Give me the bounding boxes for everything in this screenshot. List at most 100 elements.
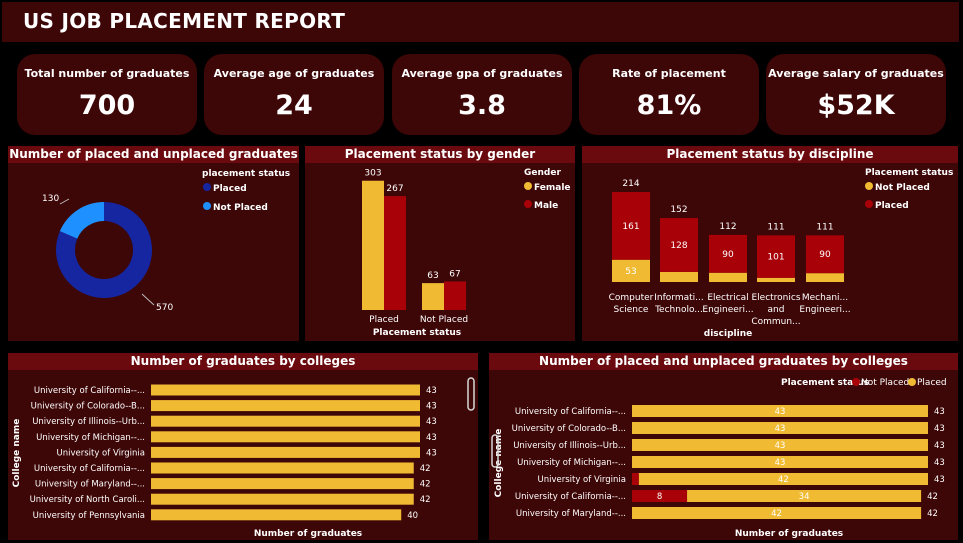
bar-segment[interactable] bbox=[632, 422, 928, 434]
kpi-card-average-salary[interactable]: Average salary of graduates $52K bbox=[766, 54, 946, 135]
bar-segment[interactable] bbox=[806, 273, 844, 282]
data-label: 130 bbox=[42, 194, 59, 204]
data-label: 43 bbox=[426, 402, 437, 412]
legend-title: Placement status bbox=[781, 378, 869, 388]
category-label: University of Michigan--... bbox=[517, 458, 626, 468]
bar-segment[interactable] bbox=[632, 439, 928, 451]
legend-marker bbox=[908, 378, 916, 386]
data-label: 43 bbox=[775, 458, 786, 468]
total-label: 42 bbox=[927, 509, 938, 519]
data-label: 42 bbox=[420, 495, 431, 505]
tick-label: Mechani... bbox=[802, 293, 848, 303]
bar-segment[interactable] bbox=[632, 456, 928, 468]
colleges-chart-panel[interactable]: Number of graduates by colleges Universi… bbox=[8, 353, 478, 540]
data-label: 67 bbox=[449, 269, 460, 279]
legend-label[interactable]: Not Placed bbox=[213, 203, 268, 213]
donut-slice[interactable] bbox=[59, 202, 104, 239]
donut-chart[interactable]: 570 130 placement status Placed Not Placed bbox=[8, 146, 299, 341]
discipline-stacked-bar-chart[interactable]: 53 161 214 Computer Science 128 152 Informati..… bbox=[582, 146, 958, 341]
bar-segment[interactable] bbox=[687, 490, 922, 502]
data-label: 42 bbox=[778, 475, 789, 485]
bar[interactable] bbox=[444, 281, 466, 310]
bar[interactable] bbox=[384, 196, 406, 310]
category-label: University of Maryland--... bbox=[35, 480, 145, 490]
legend-label[interactable]: Placed bbox=[875, 201, 909, 211]
bar-segment[interactable] bbox=[660, 271, 698, 282]
leader-line bbox=[59, 198, 70, 205]
bar[interactable] bbox=[151, 400, 420, 412]
bar-segment[interactable] bbox=[709, 234, 747, 273]
bar-segment[interactable] bbox=[757, 277, 795, 282]
category-label: University of California--... bbox=[34, 386, 145, 396]
bar[interactable] bbox=[151, 509, 402, 521]
donut-chart-panel[interactable]: Number of placed and unplaced graduates … bbox=[8, 146, 299, 341]
bar-segment[interactable] bbox=[632, 473, 639, 485]
tick-label: Engineeri... bbox=[799, 305, 850, 315]
bar[interactable] bbox=[151, 446, 420, 458]
bar[interactable] bbox=[362, 180, 384, 310]
bar[interactable] bbox=[151, 493, 414, 505]
bar[interactable] bbox=[151, 431, 420, 443]
kpi-value: 700 bbox=[78, 90, 136, 121]
bar[interactable] bbox=[151, 462, 414, 474]
data-label: 90 bbox=[722, 250, 734, 260]
data-label: 42 bbox=[420, 464, 431, 474]
gender-bar-chart[interactable]: 303 267 Placed 63 67 Not Placed Placement stat… bbox=[305, 146, 575, 341]
bar-segment[interactable] bbox=[612, 259, 650, 282]
bar[interactable] bbox=[151, 415, 420, 427]
bar-segment[interactable] bbox=[660, 218, 698, 272]
category-label: University of California--... bbox=[515, 492, 626, 502]
kpi-card-placement-rate[interactable]: Rate of placement 81% bbox=[579, 54, 759, 135]
bar-segment[interactable] bbox=[632, 405, 928, 417]
tick-label: Computer bbox=[609, 293, 654, 303]
bar-segment[interactable] bbox=[806, 235, 844, 274]
colleges-placement-chart-panel[interactable]: Number of placed and unplaced graduates … bbox=[489, 353, 958, 540]
kpi-card-average-age[interactable]: Average age of graduates 24 bbox=[204, 54, 384, 135]
bar-segment[interactable] bbox=[632, 490, 688, 502]
legend-label[interactable]: Placed bbox=[917, 378, 947, 388]
gender-chart-panel[interactable]: Placement status by gender 303 267 Placed 6… bbox=[305, 146, 575, 341]
report-header: US JOB PLACEMENT REPORT bbox=[2, 2, 959, 42]
category-label: University of Maryland--... bbox=[516, 509, 626, 519]
data-label: 63 bbox=[427, 271, 438, 281]
discipline-chart-panel[interactable]: Placement status by discipline 53 161 214 C… bbox=[582, 146, 958, 341]
data-label: 43 bbox=[775, 407, 786, 417]
data-label: 43 bbox=[775, 424, 786, 434]
scrollbar-thumb[interactable] bbox=[467, 377, 475, 411]
legend-label[interactable]: Not Placed bbox=[875, 183, 930, 193]
category-label: University of California--... bbox=[515, 407, 626, 417]
chart-title: Placement status by gender bbox=[305, 146, 575, 163]
donut-slice[interactable] bbox=[55, 202, 152, 298]
data-label: 101 bbox=[767, 253, 784, 263]
bar-segment[interactable] bbox=[709, 272, 747, 282]
bar[interactable] bbox=[151, 384, 420, 396]
axis-title: Number of graduates bbox=[254, 529, 362, 539]
colleges-placement-stacked-bar-chart[interactable]: University of California--... 43 43 Univers… bbox=[489, 353, 958, 540]
total-label: 43 bbox=[934, 441, 945, 451]
kpi-card-total-graduates[interactable]: Total number of graduates 700 bbox=[17, 54, 197, 135]
legend-label[interactable]: Not Placed bbox=[861, 378, 909, 388]
chart-title: Placement status by discipline bbox=[582, 146, 958, 163]
category-label: University of Illinois--Urb... bbox=[513, 441, 626, 451]
legend-marker bbox=[524, 200, 532, 208]
kpi-card-average-gpa[interactable]: Average gpa of graduates 3.8 bbox=[392, 54, 572, 135]
bar-segment[interactable] bbox=[638, 473, 928, 485]
tick-label: Informati... bbox=[654, 293, 703, 303]
kpi-label: Total number of graduates bbox=[24, 67, 190, 80]
bar-segment[interactable] bbox=[612, 192, 650, 260]
bar[interactable] bbox=[422, 283, 444, 310]
legend-label[interactable]: Female bbox=[534, 183, 571, 193]
bar-segment[interactable] bbox=[632, 507, 922, 519]
report-title: US JOB PLACEMENT REPORT bbox=[23, 9, 346, 33]
bar[interactable] bbox=[151, 478, 414, 490]
bar-segment[interactable] bbox=[757, 235, 795, 278]
axis-title: College name bbox=[494, 429, 504, 498]
legend-label[interactable]: Placed bbox=[213, 184, 247, 194]
legend-label[interactable]: Male bbox=[534, 201, 558, 211]
tick-label: Science bbox=[614, 305, 649, 315]
colleges-bar-chart[interactable]: University of California--... 43 Universit… bbox=[8, 353, 478, 540]
chart-title: Number of graduates by colleges bbox=[8, 353, 478, 370]
category-label: University of Colorado--B... bbox=[31, 402, 145, 412]
scrollbar-thumb[interactable] bbox=[491, 434, 499, 468]
tick-label: Technolo... bbox=[654, 305, 703, 315]
